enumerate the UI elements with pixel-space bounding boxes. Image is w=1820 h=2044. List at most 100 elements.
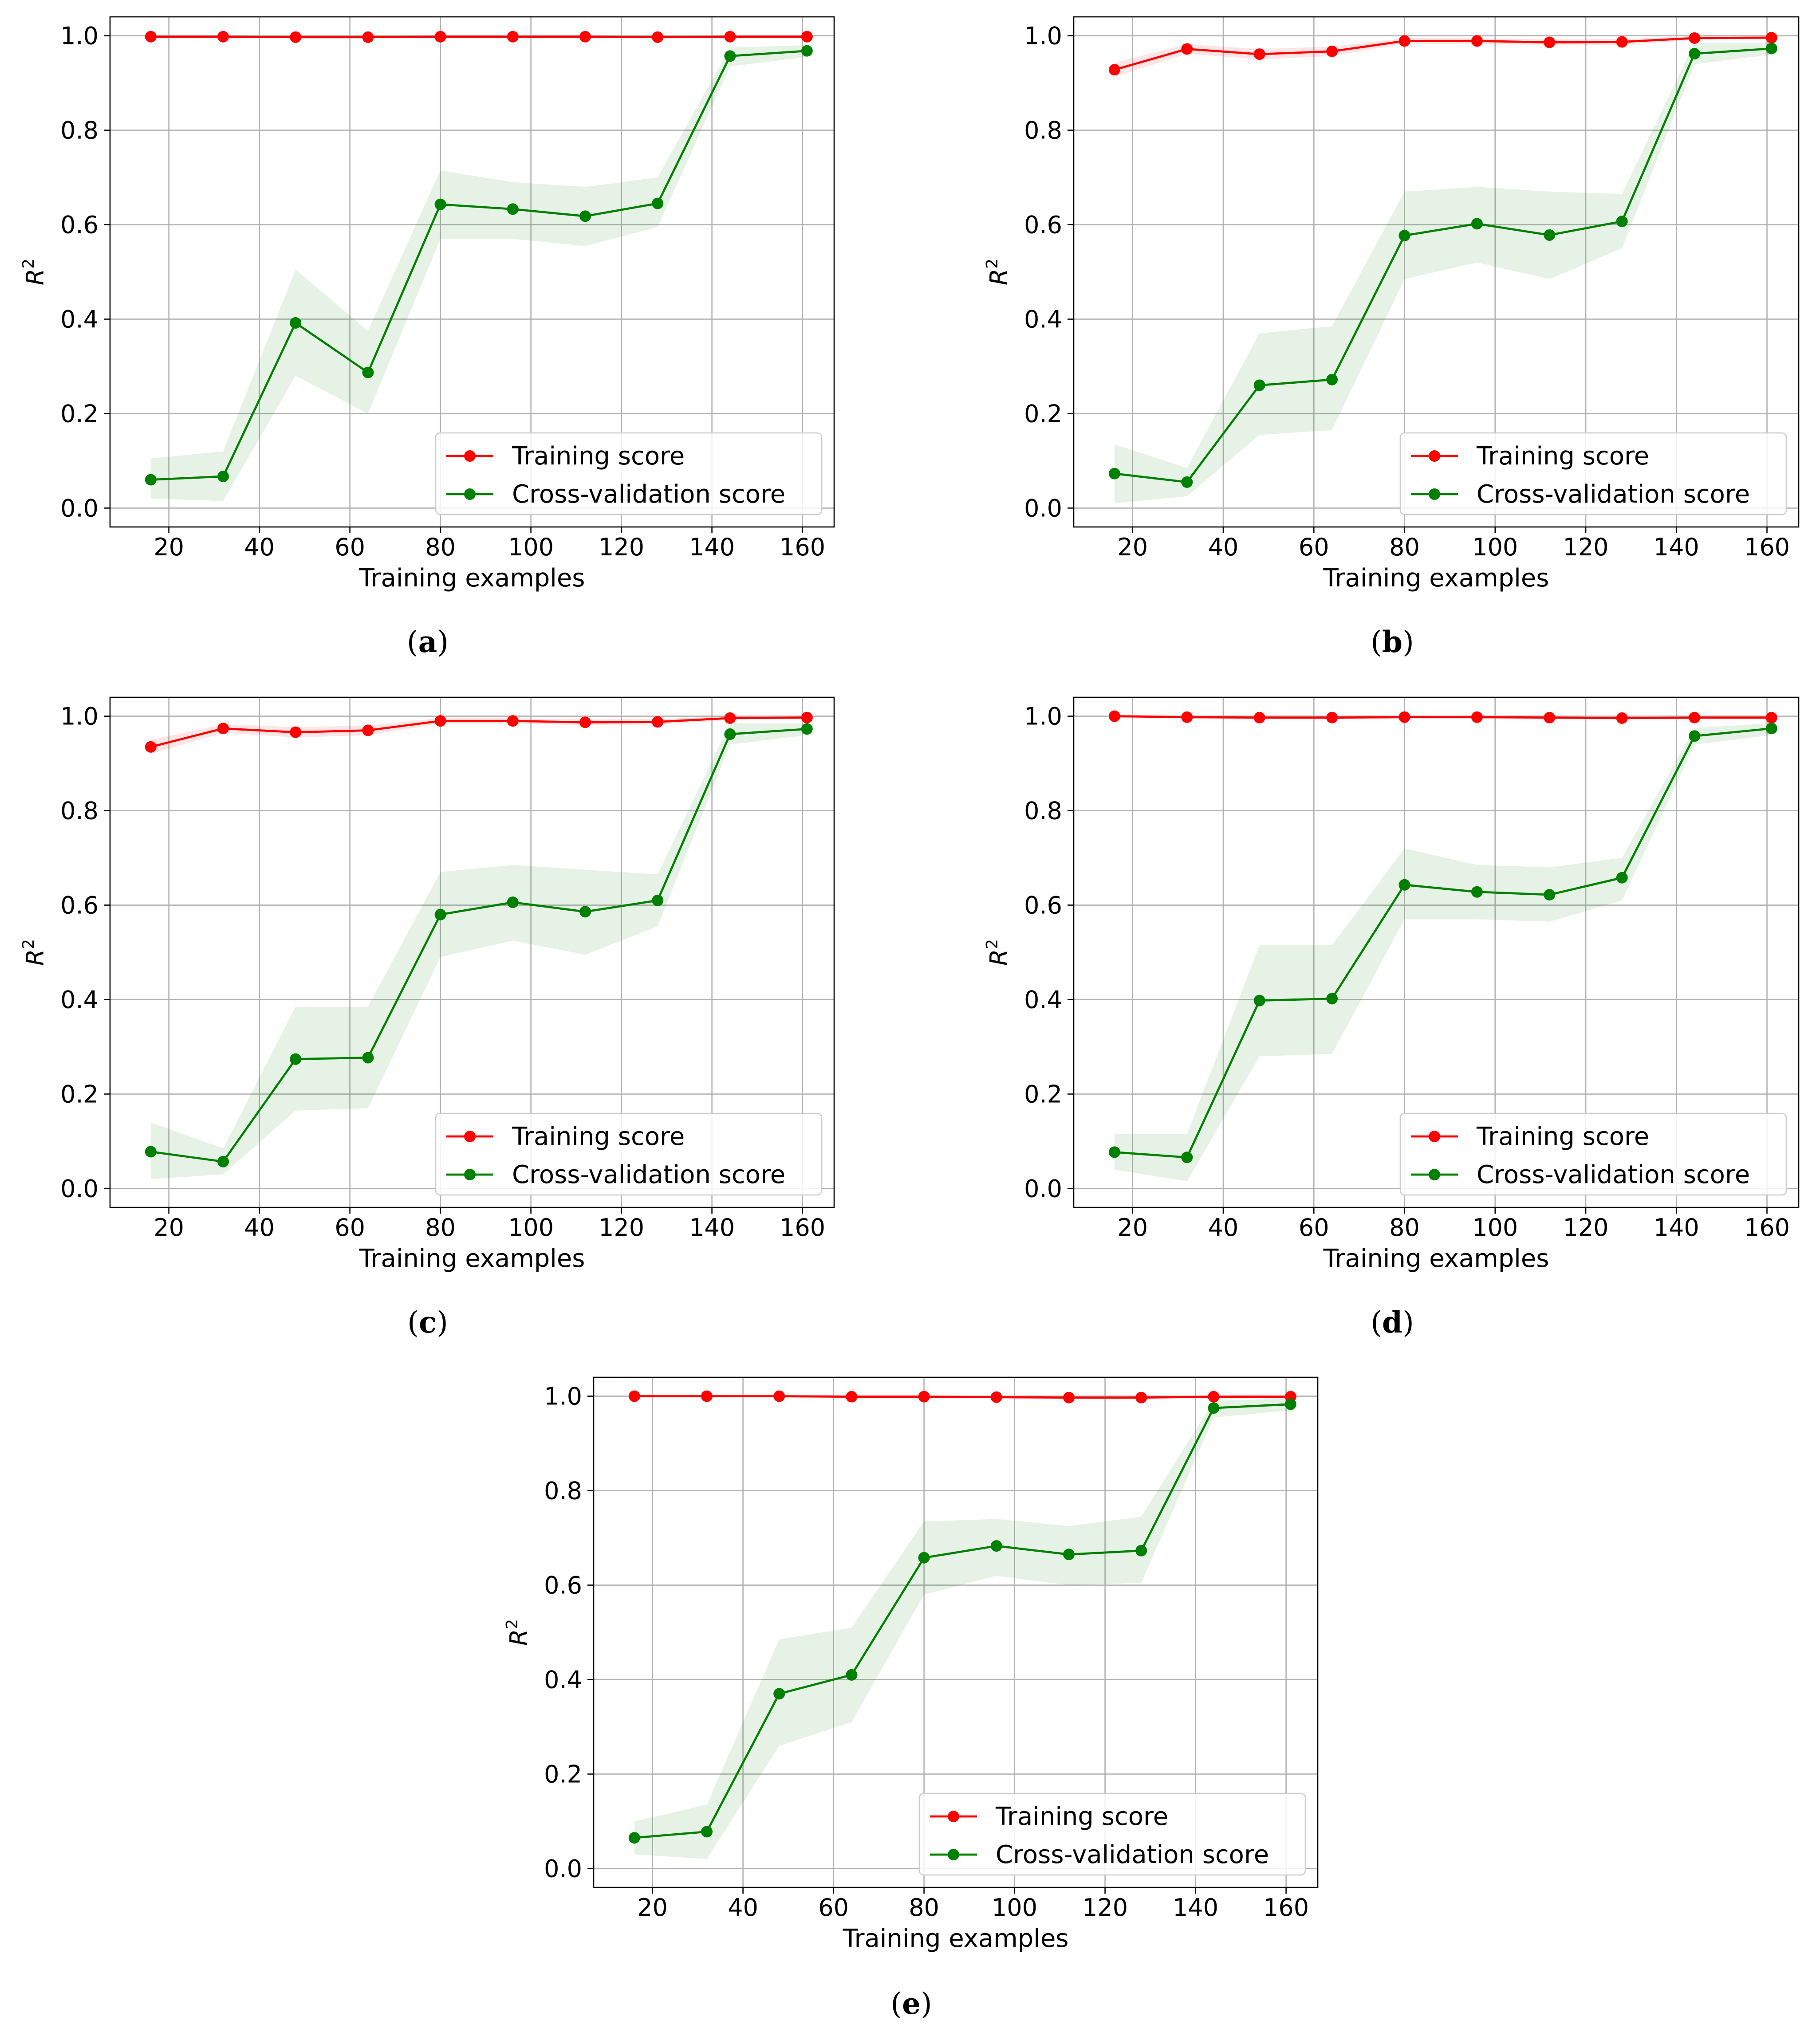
- legend-marker-cv: [1429, 488, 1440, 500]
- cv-score-point: [801, 723, 813, 735]
- y-tick-label: 0.2: [60, 400, 98, 428]
- cv-score-point: [1544, 889, 1556, 901]
- x-tick-label: 160: [780, 1214, 825, 1242]
- legend: Training score Cross-validation score: [1399, 1112, 1787, 1196]
- y-tick-label: 0.4: [60, 305, 98, 333]
- x-tick-label: 60: [1299, 1214, 1329, 1242]
- training-score-point: [434, 715, 446, 727]
- panel-caption: (d): [1371, 1305, 1414, 1340]
- x-tick-label: 160: [780, 533, 825, 561]
- cv-score-point: [1326, 993, 1338, 1005]
- cv-score-point: [1616, 216, 1628, 228]
- y-axis-label: R2: [983, 939, 1013, 966]
- legend-box: [435, 432, 823, 515]
- cv-score-point: [434, 198, 446, 210]
- x-tick-label: 140: [1173, 1894, 1218, 1922]
- training-score-point: [1208, 1391, 1220, 1403]
- x-tick-label: 40: [728, 1894, 758, 1922]
- legend-label-training: Training score: [512, 442, 685, 471]
- x-axis-label: Training examples: [1323, 564, 1549, 593]
- cv-score-point: [1181, 476, 1193, 488]
- training-score-point: [1689, 32, 1701, 44]
- y-axis-label-base: R: [985, 949, 1013, 966]
- x-tick-label: 80: [909, 1894, 939, 1922]
- training-score-point: [1544, 36, 1556, 48]
- y-axis-label-superscript: 2: [20, 259, 38, 269]
- training-score-point: [145, 741, 157, 753]
- x-tick-label: 140: [1654, 533, 1699, 561]
- training-score-point: [1398, 711, 1410, 723]
- y-tick-label: 0.0: [60, 1175, 98, 1203]
- cv-score-point: [1616, 872, 1628, 884]
- x-tick-label: 60: [335, 1214, 365, 1242]
- y-tick-label: 1.0: [60, 22, 98, 50]
- legend: Training score Cross-validation score: [435, 432, 823, 515]
- y-tick-label: 0.4: [60, 986, 98, 1014]
- cv-score-point: [1208, 1402, 1220, 1414]
- panel-caption-letter: d: [1382, 1305, 1402, 1340]
- y-axis-label: R2: [20, 259, 49, 285]
- cv-score-point: [1471, 218, 1483, 230]
- x-axis-label: Training examples: [843, 1924, 1069, 1953]
- legend-label-training: Training score: [1476, 1122, 1649, 1151]
- y-tick-label: 0.6: [60, 892, 98, 920]
- cv-score-point: [579, 906, 591, 918]
- legend-label-cv: Cross-validation score: [512, 480, 785, 509]
- legend-marker-training: [464, 450, 476, 462]
- y-axis-label-superscript: 2: [20, 939, 38, 949]
- cv-score-point: [701, 1826, 713, 1838]
- y-tick-label: 0.0: [1024, 494, 1062, 522]
- training-score-point: [290, 31, 302, 43]
- legend: Training score Cross-validation score: [435, 1112, 823, 1196]
- cv-score-point: [507, 896, 519, 908]
- training-score-line: [634, 1395, 1291, 1399]
- x-tick-label: 60: [335, 533, 365, 561]
- cv-score-point: [1326, 373, 1338, 385]
- cv-score-point: [145, 474, 157, 486]
- panel-caption: (c): [407, 1305, 448, 1340]
- y-tick-label: 0.8: [60, 117, 98, 145]
- training-score-point: [1181, 711, 1193, 723]
- y-tick-label: 0.6: [1024, 211, 1062, 239]
- training-score-point: [507, 31, 519, 43]
- chart-panel-b: 20 40 60 80 100 120 140 160 0.0 0.2 0.4 0.6 0.8 1.0 Tr…: [983, 16, 1800, 659]
- training-score-point: [1689, 711, 1701, 723]
- y-axis-label-base: R: [985, 269, 1013, 286]
- training-score-point: [652, 31, 664, 43]
- panel-caption-letter: e: [902, 1986, 921, 2021]
- panel-caption-letter: a: [418, 625, 437, 659]
- cv-score-point: [1398, 879, 1410, 891]
- x-tick-label: 40: [1208, 533, 1239, 561]
- legend-label-cv: Cross-validation score: [996, 1840, 1269, 1869]
- chart-panel-c: 20 40 60 80 100 120 140 160 0.0 0.2 0.4 0.6 0.8 1.0 Tr…: [20, 696, 835, 1340]
- x-tick-label: 80: [425, 1214, 456, 1242]
- x-tick-label: 20: [154, 1214, 184, 1242]
- cv-score-point: [918, 1552, 930, 1564]
- legend-label-cv: Cross-validation score: [512, 1160, 785, 1189]
- cv-score-point: [507, 203, 519, 215]
- x-tick-label: 60: [1299, 533, 1329, 561]
- x-tick-label: 80: [1389, 1214, 1420, 1242]
- legend-label-training: Training score: [1476, 442, 1649, 471]
- training-score-point: [1765, 31, 1777, 43]
- training-score-point: [1135, 1391, 1147, 1403]
- y-axis-label: R2: [503, 1619, 533, 1646]
- legend: Training score Cross-validation score: [918, 1792, 1306, 1876]
- training-score-point: [507, 715, 519, 727]
- cv-score-point: [724, 50, 736, 62]
- panel-caption: (a): [407, 625, 449, 659]
- chart-panel-a: 20 40 60 80 100 120 140 160 0.0 0.2 0.4 0.6 0.8 1.0 Tr…: [20, 16, 835, 659]
- chart-panel-e: 20 40 60 80 100 120 140 160 0.0 0.2 0.4 0.6 0.8 1.0 Tr…: [503, 1376, 1319, 2021]
- training-score-point: [1398, 35, 1410, 47]
- axes-frame: [593, 1376, 1319, 1888]
- y-tick-label: 0.6: [1024, 892, 1062, 920]
- legend-label-cv: Cross-validation score: [1477, 480, 1750, 509]
- y-tick-label: 0.2: [1024, 400, 1062, 428]
- y-tick-label: 1.0: [60, 703, 98, 731]
- x-axis-label: Training examples: [1323, 1244, 1549, 1273]
- x-tick-label: 160: [1744, 533, 1790, 561]
- y-tick-label: 0.4: [544, 1666, 582, 1694]
- training-score-line: [1114, 715, 1772, 719]
- training-score-point: [579, 716, 591, 728]
- legend-label-training: Training score: [512, 1122, 685, 1151]
